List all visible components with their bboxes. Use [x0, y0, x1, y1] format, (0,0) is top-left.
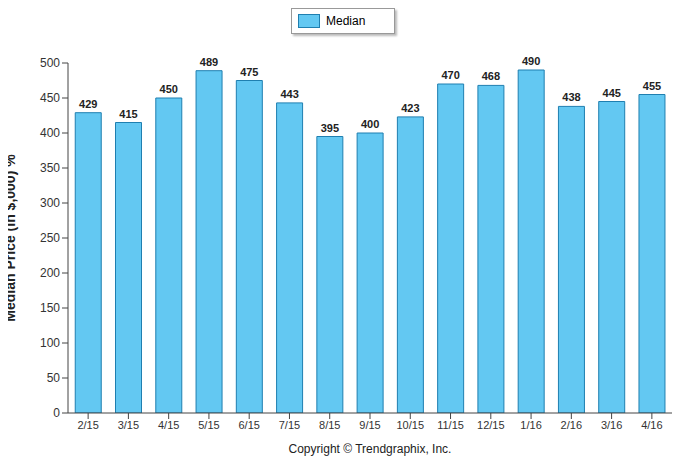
- svg-text:2/15: 2/15: [77, 419, 98, 431]
- svg-text:4/16: 4/16: [641, 419, 662, 431]
- svg-text:415: 415: [119, 108, 137, 120]
- svg-text:10/15: 10/15: [397, 419, 425, 431]
- svg-text:400: 400: [40, 126, 60, 140]
- svg-text:Copyright © Trendgraphix, Inc.: Copyright © Trendgraphix, Inc.: [289, 442, 452, 456]
- html-text:Median: Median: [326, 14, 366, 28]
- svg-text:438: 438: [562, 91, 580, 103]
- svg-text:5/15: 5/15: [198, 419, 219, 431]
- svg-text:Median Price (in $,000) %: Median Price (in $,000) %: [8, 154, 18, 322]
- svg-text:250: 250: [40, 231, 60, 245]
- svg-text:400: 400: [361, 118, 379, 130]
- svg-text:4/15: 4/15: [158, 419, 179, 431]
- svg-text:489: 489: [200, 56, 218, 68]
- svg-text:8/15: 8/15: [319, 419, 340, 431]
- svg-text:423: 423: [401, 102, 419, 114]
- svg-text:3/15: 3/15: [118, 419, 139, 431]
- svg-text:9/15: 9/15: [359, 419, 380, 431]
- svg-text:445: 445: [603, 87, 621, 99]
- svg-text:443: 443: [280, 88, 298, 100]
- svg-text:100: 100: [40, 336, 60, 350]
- svg-text:429: 429: [79, 98, 97, 110]
- svg-text:468: 468: [482, 70, 500, 82]
- svg-text:450: 450: [40, 91, 60, 105]
- svg-text:500: 500: [40, 56, 60, 70]
- svg-text:470: 470: [441, 69, 459, 81]
- svg-text:490: 490: [522, 55, 540, 67]
- svg-text:1/16: 1/16: [520, 419, 541, 431]
- svg-text:455: 455: [643, 80, 661, 92]
- svg-text:300: 300: [40, 196, 60, 210]
- svg-text:7/15: 7/15: [279, 419, 300, 431]
- svg-text:395: 395: [321, 122, 339, 134]
- svg-text:2/16: 2/16: [561, 419, 582, 431]
- svg-text:150: 150: [40, 301, 60, 315]
- svg-text:475: 475: [240, 66, 258, 78]
- svg-text:6/15: 6/15: [238, 419, 259, 431]
- svg-text:0: 0: [53, 406, 60, 420]
- svg-text:200: 200: [40, 266, 60, 280]
- svg-text:450: 450: [160, 83, 178, 95]
- svg-text:11/15: 11/15: [437, 419, 464, 431]
- svg-text:12/15: 12/15: [477, 419, 505, 431]
- svg-text:3/16: 3/16: [601, 419, 622, 431]
- svg-text:50: 50: [47, 371, 61, 385]
- svg-text:350: 350: [40, 161, 60, 175]
